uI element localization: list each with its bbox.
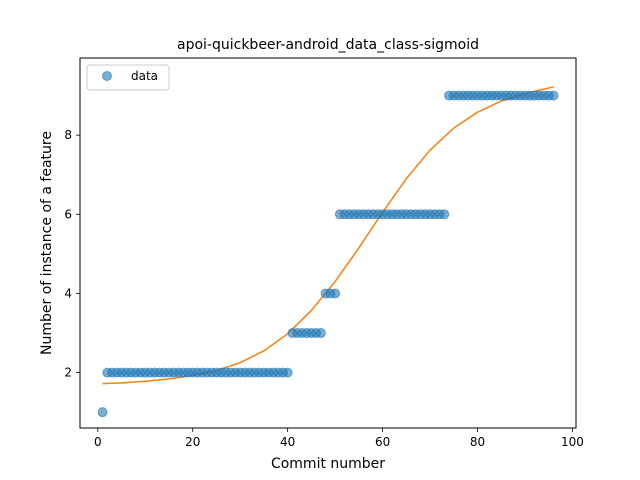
y-tick-label: 8 [64,128,72,142]
x-tick-label: 0 [94,435,102,449]
y-tick-label: 6 [64,207,72,221]
data-point [330,288,341,299]
x-axis-label: Commit number [271,456,385,472]
data-point [315,328,326,339]
legend-label-data: data [131,69,158,83]
y-tick-label: 4 [64,286,72,300]
chart-title: apoi-quickbeer-android_data_class-sigmoi… [177,37,479,53]
data-point [282,367,293,378]
plot-area-frame [79,57,577,429]
x-tick-label: 80 [470,435,485,449]
data-point [439,209,450,220]
data-point [548,90,559,101]
x-tick-label: 20 [185,435,200,449]
x-tick-label: 60 [375,435,390,449]
y-axis-label: Number of instance of a feature [39,131,55,355]
fit-line [102,86,554,385]
x-tick-label: 100 [561,435,584,449]
x-tick-label: 40 [280,435,295,449]
data-point [97,407,108,418]
legend: data [86,64,170,91]
y-tick-label: 2 [64,366,72,380]
legend-marker-data [102,71,112,81]
